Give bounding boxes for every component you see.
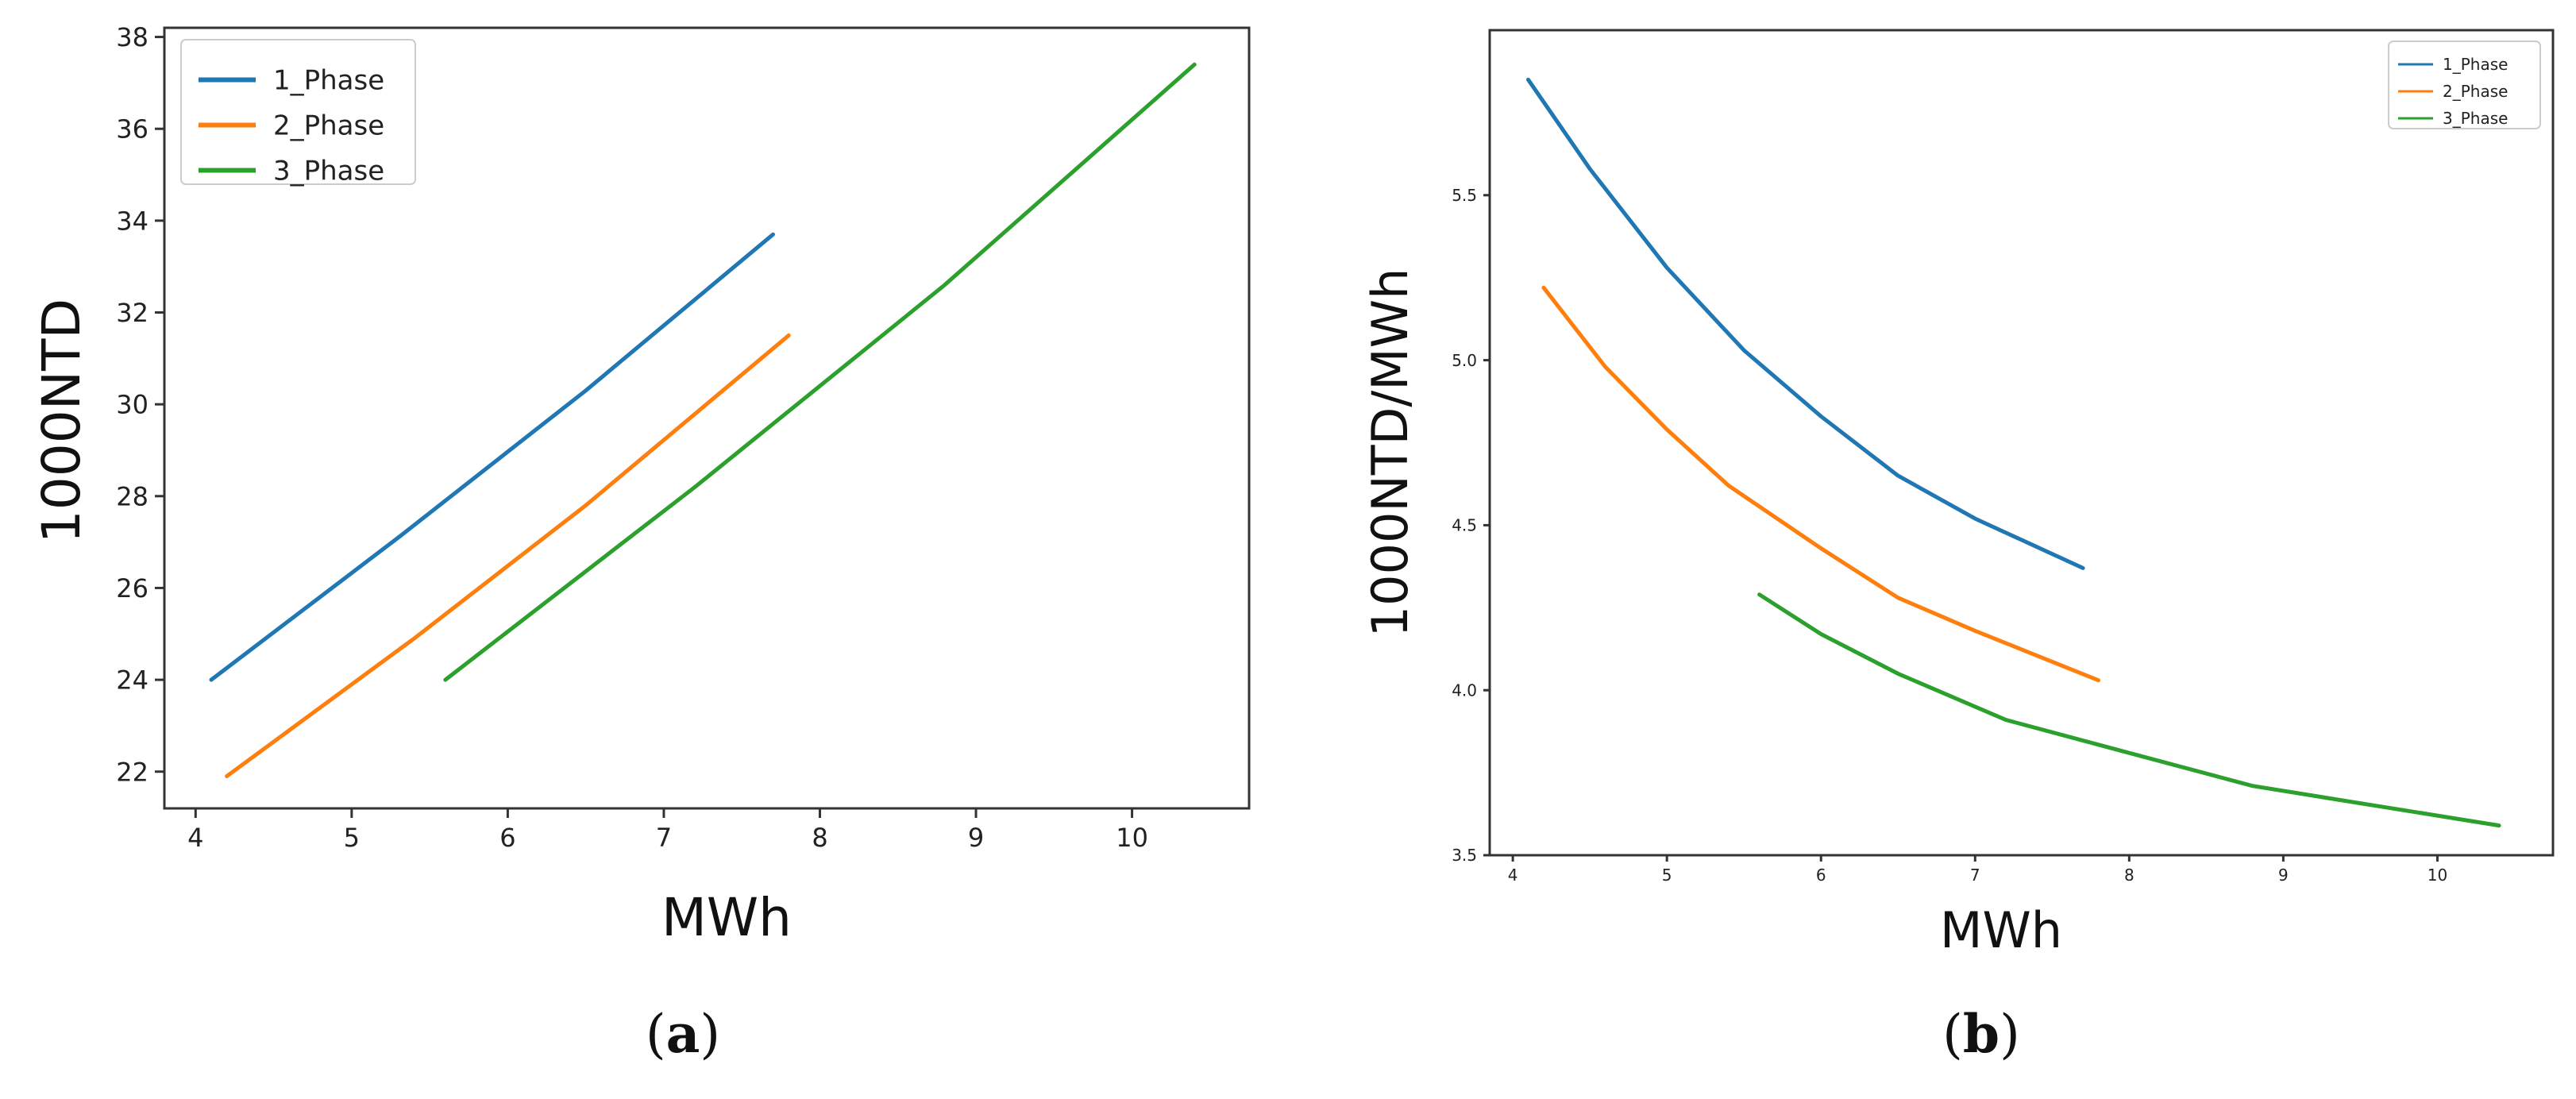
x-tick-label: 8	[812, 823, 827, 853]
y-tick-label: 5.5	[1452, 186, 1477, 205]
y-tick-label: 28	[116, 481, 148, 511]
series-line-3-phase	[443, 62, 1197, 682]
legend-label: 2_Phase	[2443, 82, 2508, 101]
y-tick-label: 36	[116, 114, 148, 145]
series-line-3-phase	[1757, 592, 2501, 828]
y-tick-label: 22	[116, 757, 148, 787]
panel-caption-open-paren: (	[646, 1004, 666, 1065]
y-tick-label: 38	[116, 22, 148, 52]
y-tick-label: 24	[116, 665, 148, 696]
x-tick-label: 5	[1662, 866, 1672, 885]
legend-label: 3_Phase	[2443, 109, 2508, 128]
y-axis-label: 1000NTD	[31, 299, 92, 543]
x-tick-label: 6	[499, 823, 515, 853]
x-axis-label: MWh	[661, 887, 792, 948]
legend-label: 1_Phase	[2443, 55, 2508, 74]
y-tick-label: 30	[116, 390, 148, 420]
panel-caption: (b)	[1942, 1003, 2020, 1065]
panel-caption-letter: a	[666, 1003, 700, 1065]
y-tick-label: 4.0	[1452, 681, 1477, 700]
legend-label: 3_Phase	[273, 156, 384, 187]
legend-box	[180, 39, 416, 185]
x-tick-label: 9	[968, 823, 984, 853]
series-line-2-phase	[1541, 285, 2100, 683]
chart-a: 4 5 6 7 8 9 10 22 24 26 28 30 32 34 36 38 1_Phase 2_Phase…	[31, 22, 1251, 1065]
x-tick-label: 9	[2278, 866, 2289, 885]
panel-caption-open-paren: (	[1942, 1004, 1963, 1065]
x-axis-label: MWh	[1940, 901, 2062, 959]
x-tick-label: 4	[1508, 866, 1518, 885]
legend-label: 2_Phase	[273, 110, 384, 142]
x-tick-label: 5	[344, 823, 360, 853]
x-tick-label: 10	[1116, 823, 1148, 853]
x-tick-label: 8	[2124, 866, 2134, 885]
plot-frame	[1488, 29, 2555, 857]
x-tick-label: 6	[1816, 866, 1826, 885]
x-tick-label: 7	[1970, 866, 1980, 885]
panel-caption-letter: b	[1963, 1003, 1999, 1065]
series-line-1-phase	[209, 232, 775, 682]
x-tick-label: 7	[656, 823, 672, 853]
chart-b: 4 5 6 7 8 9 10 3.5 4.0 4.5 5.0 5.5 1_Phase 2_Phase 3_P…	[1361, 29, 2555, 1065]
panel-caption-close-paren: )	[700, 1004, 720, 1065]
panel-caption: (a)	[646, 1003, 720, 1065]
y-tick-label: 4.5	[1452, 516, 1477, 535]
series-line-2-phase	[225, 333, 791, 778]
y-axis-label: 1000NTD/MWh	[1361, 268, 1419, 638]
y-tick-label: 26	[116, 573, 148, 603]
x-tick-label: 4	[187, 823, 203, 853]
y-tick-label: 3.5	[1452, 846, 1477, 865]
y-tick-label: 34	[116, 206, 148, 236]
series-line-1-phase	[1526, 77, 2085, 570]
y-tick-label: 32	[116, 298, 148, 328]
panel-caption-close-paren: )	[1999, 1004, 2020, 1065]
y-tick-label: 5.0	[1452, 351, 1477, 370]
x-tick-label: 10	[2428, 866, 2447, 885]
legend-label: 1_Phase	[273, 65, 384, 97]
plot-frame	[163, 26, 1251, 810]
